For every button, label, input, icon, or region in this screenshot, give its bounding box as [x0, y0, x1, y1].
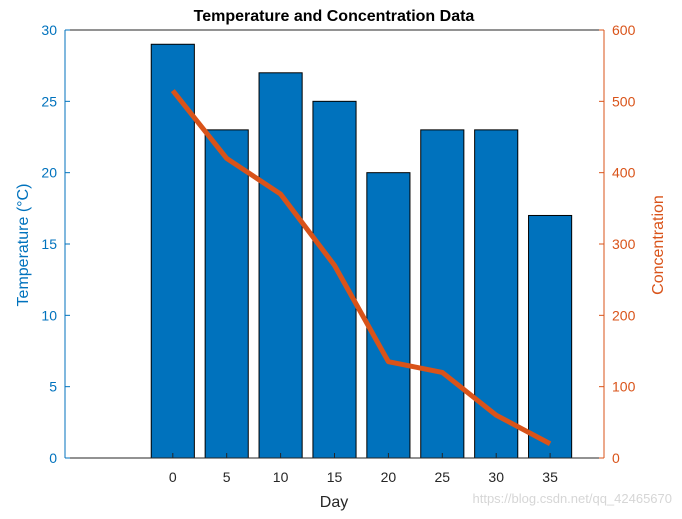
x-axis-label: Day — [320, 494, 348, 511]
x-tick-label: 5 — [223, 469, 231, 485]
right-tick-label: 600 — [612, 22, 636, 38]
watermark-text: https://blog.csdn.net/qq_42465670 — [473, 491, 673, 506]
bar-series-temperature — [150, 43, 573, 459]
bar-temperature-5 — [204, 129, 249, 459]
bar-temperature-35 — [528, 214, 573, 459]
concentration-line — [170, 89, 552, 446]
left-tick-label: 20 — [41, 165, 57, 181]
left-tick-label: 10 — [41, 307, 57, 323]
bar-temperature-10 — [258, 72, 303, 459]
right-tick-label: 300 — [612, 236, 636, 252]
right-tick-label: 200 — [612, 307, 636, 323]
y-axis-left-label: Temperature (°C) — [15, 184, 32, 307]
left-tick-label: 0 — [49, 450, 57, 466]
left-tick-label: 30 — [41, 22, 57, 38]
right-axis-ticks: 0 100 200 300 400 500 600 — [599, 22, 636, 466]
x-tick-label: 15 — [327, 469, 343, 485]
x-tick-label: 10 — [273, 469, 289, 485]
right-tick-label: 400 — [612, 165, 636, 181]
right-tick-label: 0 — [612, 450, 620, 466]
bar-temperature-25 — [420, 129, 465, 459]
line-series-concentration — [170, 89, 552, 446]
x-tick-label: 20 — [381, 469, 397, 485]
y-axis-right-label: Concentration — [650, 195, 667, 295]
bar-temperature-20 — [366, 172, 411, 459]
left-tick-label: 5 — [49, 379, 57, 395]
left-tick-label: 15 — [41, 236, 57, 252]
x-axis-ticks: 0 5 10 15 20 25 30 35 — [169, 453, 558, 485]
chart-title: Temperature and Concentration Data — [194, 8, 475, 25]
left-tick-label: 25 — [41, 93, 57, 109]
right-tick-label: 100 — [612, 379, 636, 395]
bar-temperature-0 — [150, 43, 195, 459]
x-tick-label: 35 — [542, 469, 558, 485]
bar-temperature-15 — [312, 100, 357, 459]
x-tick-label: 0 — [169, 469, 177, 485]
x-tick-label: 25 — [435, 469, 451, 485]
x-tick-label: 30 — [488, 469, 504, 485]
left-axis-ticks: 0 5 10 15 20 25 30 — [41, 22, 70, 466]
right-tick-label: 500 — [612, 93, 636, 109]
bar-temperature-30 — [474, 129, 519, 459]
